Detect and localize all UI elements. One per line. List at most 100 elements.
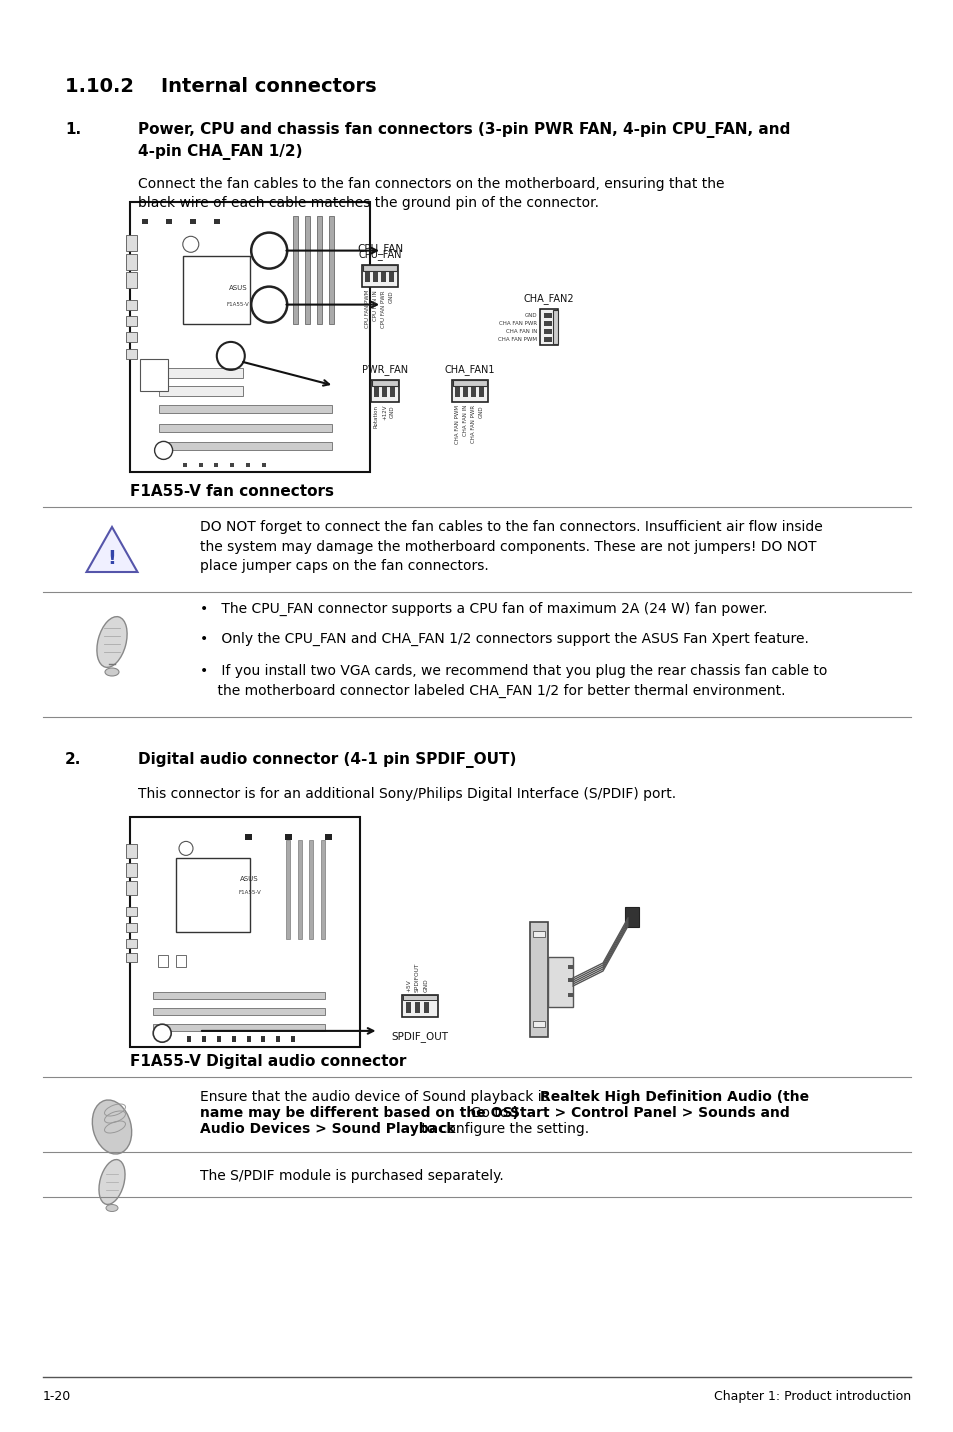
Bar <box>152 992 325 998</box>
Bar <box>406 1002 411 1012</box>
Bar <box>261 1037 265 1042</box>
Bar <box>190 219 195 223</box>
Bar <box>175 955 186 967</box>
Bar <box>126 906 137 916</box>
Text: +12V: +12V <box>381 405 387 421</box>
Bar <box>478 387 483 397</box>
Bar <box>567 965 573 969</box>
Text: !: ! <box>108 550 116 569</box>
Bar <box>158 368 243 378</box>
Bar <box>453 379 486 387</box>
Bar <box>363 265 396 271</box>
Bar <box>390 387 395 397</box>
Bar <box>567 992 573 997</box>
Bar <box>139 358 169 391</box>
Text: CPU_FAN: CPU_FAN <box>358 249 401 261</box>
Bar <box>158 442 332 451</box>
Text: DO NOT forget to connect the fan cables to the fan connectors. Insufficient air : DO NOT forget to connect the fan cables … <box>200 520 821 573</box>
Bar <box>543 337 552 342</box>
Bar <box>246 463 250 467</box>
Ellipse shape <box>97 617 127 667</box>
Bar <box>214 463 218 467</box>
Bar <box>126 845 137 858</box>
Bar <box>624 906 639 927</box>
Bar <box>158 424 332 431</box>
Text: •   Only the CPU_FAN and CHA_FAN 1/2 connectors support the ASUS Fan Xpert featu: • Only the CPU_FAN and CHA_FAN 1/2 conne… <box>200 632 808 646</box>
Text: Chapter 1: Product introduction: Chapter 1: Product introduction <box>713 1390 910 1403</box>
Ellipse shape <box>92 1100 132 1154</box>
Bar <box>232 1037 235 1042</box>
Text: CHA_FAN2: CHA_FAN2 <box>523 294 574 304</box>
Bar <box>401 995 437 1017</box>
Text: CHA FAN IN: CHA FAN IN <box>462 405 468 437</box>
Text: Start > Control Panel > Sounds and: Start > Control Panel > Sounds and <box>510 1106 789 1120</box>
Bar <box>126 253 137 269</box>
Text: 1.: 1. <box>65 122 81 137</box>
Bar <box>247 1037 251 1042</box>
Bar <box>361 265 397 286</box>
Bar <box>553 309 558 344</box>
Bar <box>126 299 137 309</box>
Text: 2.: 2. <box>65 752 81 768</box>
Text: . Go to: . Go to <box>461 1106 512 1120</box>
Text: GND: GND <box>423 978 429 992</box>
Bar <box>262 463 266 467</box>
Bar <box>175 858 250 932</box>
Bar <box>126 316 137 326</box>
Text: +5V: +5V <box>406 979 411 992</box>
Text: F1A55-V: F1A55-V <box>227 302 249 306</box>
Text: CHA FAN PWR: CHA FAN PWR <box>498 321 537 326</box>
Bar <box>188 1037 192 1042</box>
Bar <box>543 321 552 326</box>
Bar <box>126 952 137 962</box>
Bar <box>276 1037 280 1042</box>
Text: CPU FAN IN: CPU FAN IN <box>373 291 377 321</box>
Bar <box>183 256 250 324</box>
Text: 1.10.2    Internal connectors: 1.10.2 Internal connectors <box>65 77 376 96</box>
Text: 1-20: 1-20 <box>43 1390 71 1403</box>
Text: F1A55-V Digital audio connector: F1A55-V Digital audio connector <box>130 1054 406 1070</box>
Text: GND: GND <box>390 405 395 418</box>
Bar <box>530 922 547 1037</box>
Bar <box>286 841 290 939</box>
Text: name may be different based on the OS): name may be different based on the OS) <box>200 1106 518 1120</box>
Ellipse shape <box>99 1160 125 1204</box>
Circle shape <box>179 842 193 855</box>
Bar <box>389 272 394 282</box>
Bar <box>126 924 137 932</box>
Text: SPDIF_OUT: SPDIF_OUT <box>391 1031 448 1042</box>
Bar <box>380 272 386 282</box>
Bar <box>455 387 459 397</box>
Bar <box>126 863 137 876</box>
Bar <box>157 955 168 967</box>
Bar <box>126 332 137 342</box>
Bar <box>423 1002 429 1012</box>
Bar <box>381 387 387 397</box>
Text: CPU_FAN: CPU_FAN <box>356 243 402 253</box>
Text: CHA FAN IN: CHA FAN IN <box>505 329 537 334</box>
Text: Rotation: Rotation <box>374 405 378 428</box>
Bar <box>374 387 378 397</box>
Bar <box>543 314 552 318</box>
Bar <box>126 939 137 948</box>
Bar <box>293 215 298 324</box>
Bar <box>291 1037 294 1042</box>
Text: Realtek High Definition Audio (the: Realtek High Definition Audio (the <box>539 1090 808 1104</box>
Ellipse shape <box>106 1204 118 1211</box>
Bar <box>533 931 544 937</box>
Ellipse shape <box>105 667 119 676</box>
Bar <box>373 272 377 282</box>
Bar <box>183 463 187 467</box>
Bar <box>245 833 252 841</box>
Circle shape <box>153 1024 171 1042</box>
Bar <box>126 272 137 288</box>
Text: Power, CPU and chassis fan connectors (3-pin PWR FAN, 4-pin CPU_FAN, and
4-pin C: Power, CPU and chassis fan connectors (3… <box>138 122 789 160</box>
Circle shape <box>183 236 198 252</box>
Bar <box>471 387 476 397</box>
Text: ASUS: ASUS <box>229 285 247 291</box>
Text: to configure the setting.: to configure the setting. <box>416 1123 589 1136</box>
Polygon shape <box>87 527 137 571</box>
Bar <box>158 387 243 397</box>
Text: GND: GND <box>524 314 537 318</box>
Text: •   If you install two VGA cards, we recommend that you plug the rear chassis fa: • If you install two VGA cards, we recom… <box>200 664 826 697</box>
